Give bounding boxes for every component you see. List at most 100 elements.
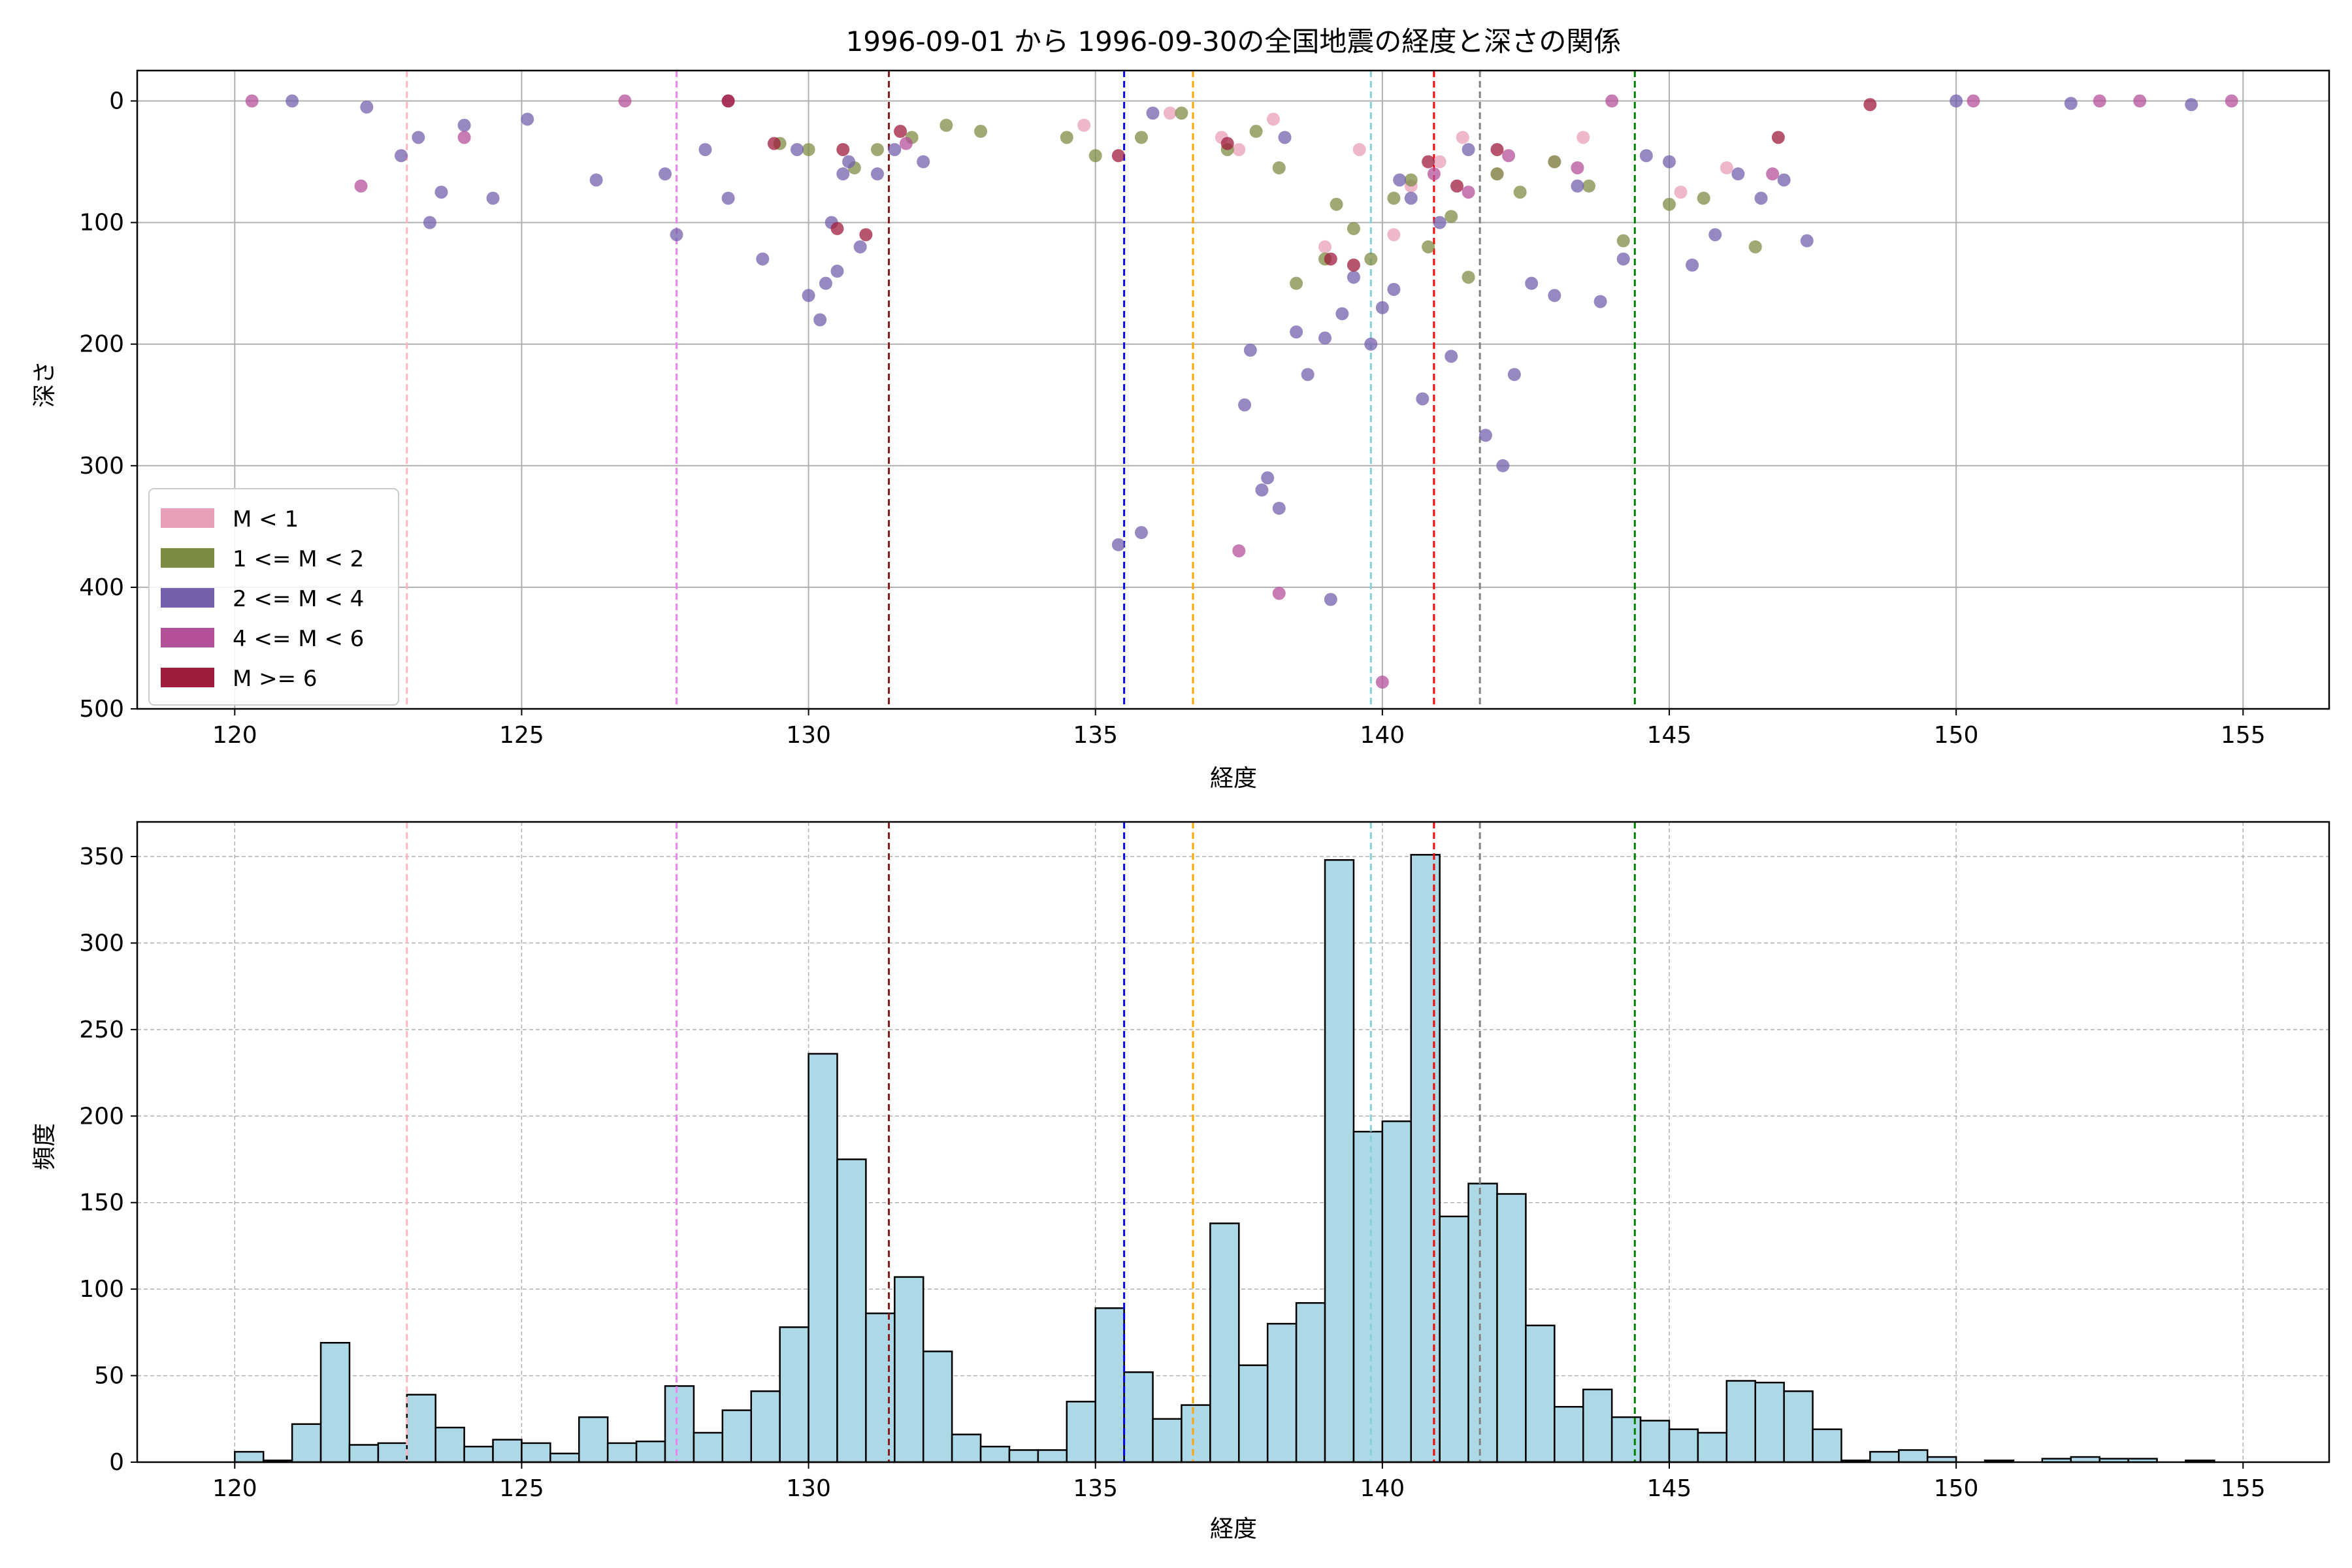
- scatter-point: [1347, 258, 1360, 272]
- scatter-point: [1662, 197, 1676, 211]
- scatter-point: [1967, 94, 1980, 108]
- scatter-point: [842, 155, 856, 169]
- scatter-point: [412, 131, 425, 144]
- histogram-bar: [894, 1276, 924, 1463]
- histogram-bar: [1812, 1428, 1842, 1463]
- scatter-point: [1462, 270, 1475, 284]
- histogram-bar: [808, 1053, 838, 1463]
- scatter-y-tick-label: 300: [79, 453, 124, 480]
- histogram-y-tick-label: 350: [79, 843, 124, 870]
- scatter-point: [1686, 258, 1699, 272]
- scatter-x-tick-label: 140: [1360, 722, 1405, 749]
- scatter-point: [899, 137, 913, 150]
- histogram-x-ticks: 120 125 130 135 140 145 150 155: [212, 1462, 2266, 1502]
- histogram-bar: [1181, 1404, 1211, 1463]
- scatter-point: [1060, 131, 1073, 144]
- histogram-bar: [1123, 1371, 1154, 1463]
- histogram-bar: [779, 1326, 809, 1463]
- scatter-point: [1261, 471, 1275, 485]
- scatter-point: [1490, 142, 1504, 156]
- histogram-bar: [1783, 1390, 1814, 1463]
- scatter-point: [791, 142, 804, 156]
- scatter-point: [1364, 252, 1378, 266]
- scatter-x-ticks: 120 125 130 135 140 145 150 155: [212, 709, 2266, 749]
- scatter-point: [1950, 94, 1963, 108]
- scatter-x-tick-label: 155: [2221, 722, 2266, 749]
- scatter-point: [2133, 94, 2147, 108]
- scatter-point: [1582, 179, 1596, 193]
- histogram-y-tick-label: 250: [79, 1017, 124, 1043]
- histogram-bar: [406, 1394, 436, 1463]
- scatter-panel: 120 125 130 135 140 145 150 155 0 100 200 300 400 50…: [31, 69, 2330, 792]
- scatter-point: [1146, 106, 1160, 120]
- scatter-point: [1639, 149, 1653, 163]
- histogram-bar: [377, 1442, 408, 1463]
- histogram-y-ticks: 0 50 100 150 200 250 300 350: [79, 843, 137, 1476]
- scatter-y-ticks: 0 100 200 300 400 500: [79, 88, 137, 723]
- scatter-point: [917, 155, 930, 169]
- legend-box: [148, 488, 399, 706]
- histogram-bar: [492, 1439, 523, 1463]
- scatter-y-tick-label: 0: [109, 88, 124, 115]
- scatter-point: [1272, 161, 1286, 174]
- scatter-point: [1576, 131, 1590, 144]
- scatter-point: [1548, 289, 1561, 302]
- scatter-point: [853, 240, 867, 253]
- scatter-point: [1393, 173, 1407, 187]
- histogram-bar: [951, 1433, 982, 1463]
- histogram-y-tick-label: 300: [79, 930, 124, 956]
- figure-title: 1996-09-01 から 1996-09-30の全国地震の経度と深さの関係: [846, 25, 1622, 57]
- histogram-bar: [1352, 1130, 1384, 1463]
- histogram-x-tick-label: 150: [1934, 1475, 1979, 1502]
- scatter-point: [1422, 240, 1435, 253]
- scatter-point: [1571, 161, 1584, 174]
- histogram-bar: [1668, 1428, 1699, 1463]
- histogram-bar: [348, 1444, 380, 1463]
- scatter-point: [2093, 94, 2106, 108]
- scatter-point: [1111, 149, 1125, 163]
- histogram-bar: [979, 1445, 1011, 1463]
- scatter-point: [457, 131, 471, 144]
- scatter-point: [1771, 131, 1785, 144]
- scatter-point: [1111, 538, 1125, 551]
- scatter-point: [1290, 325, 1303, 339]
- histogram-x-tick-label: 125: [499, 1475, 544, 1502]
- scatter-point: [1445, 350, 1458, 363]
- scatter-point: [1433, 216, 1446, 229]
- histogram-bar: [664, 1385, 695, 1463]
- histogram-bar: [865, 1312, 896, 1463]
- scatter-point: [1387, 282, 1401, 296]
- legend-swatch: [161, 508, 214, 528]
- scatter-x-tick-label: 125: [499, 722, 544, 749]
- histogram-bar: [606, 1442, 638, 1463]
- histogram-bar: [1754, 1381, 1785, 1463]
- scatter-frame: [136, 69, 2330, 710]
- histogram-bar: [1496, 1193, 1527, 1463]
- histogram-x-tick-label: 140: [1360, 1475, 1405, 1502]
- scatter-point: [1422, 155, 1435, 169]
- scatter-point: [1232, 544, 1246, 558]
- histogram-frame: [136, 821, 2330, 1463]
- scatter-point: [1272, 501, 1286, 515]
- histogram-y-axis-title: 頻度: [31, 1123, 58, 1170]
- scatter-point: [618, 94, 632, 108]
- scatter-point: [1571, 179, 1584, 193]
- scatter-y-axis-title: 深さ: [31, 361, 58, 408]
- histogram-bar: [1209, 1222, 1240, 1463]
- scatter-x-tick-label: 130: [786, 722, 831, 749]
- scatter-x-axis-title: 経度: [1210, 765, 1257, 792]
- scatter-point: [1490, 167, 1504, 181]
- legend-swatch: [161, 668, 214, 687]
- scatter-point: [670, 228, 683, 242]
- scatter-point: [1238, 398, 1252, 412]
- scatter-point: [1387, 191, 1401, 205]
- histogram-x-tick-label: 145: [1647, 1475, 1692, 1502]
- scatter-point: [1708, 228, 1722, 242]
- scatter-x-tick-label: 145: [1647, 722, 1692, 749]
- scatter-point: [974, 125, 988, 139]
- scatter-point: [721, 191, 735, 205]
- scatter-point: [659, 167, 672, 181]
- scatter-point: [939, 118, 953, 132]
- histogram-bar: [1152, 1418, 1183, 1463]
- histogram-reference-lines: [406, 822, 1636, 1462]
